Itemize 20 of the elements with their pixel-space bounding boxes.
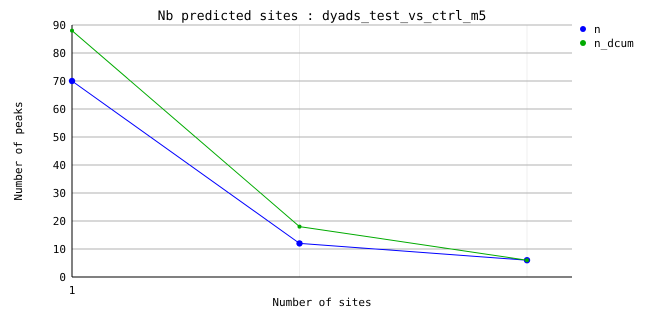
x-axis-title: Number of sites <box>272 296 372 309</box>
y-tick-label: 90 <box>52 19 66 32</box>
y-tick-label: 10 <box>52 243 66 256</box>
x-tick-label: 1 <box>68 284 76 297</box>
point <box>296 240 303 247</box>
point <box>298 224 302 229</box>
legend-label: n <box>594 23 601 36</box>
chart-title: Nb predicted sites : dyads_test_vs_ctrl_m5 <box>158 9 486 24</box>
y-tick-label: 70 <box>52 75 66 88</box>
point <box>70 28 74 33</box>
point <box>68 78 76 84</box>
y-tick-label: 0 <box>59 271 66 284</box>
y-tick-label: 40 <box>52 159 66 172</box>
y-axis-title: Number of peaks <box>12 101 25 201</box>
y-tick-label: 50 <box>52 131 66 144</box>
y-tick-label: 30 <box>52 187 66 200</box>
y-tick-label: 60 <box>52 103 66 116</box>
legend-label: n_dcum <box>594 37 634 50</box>
y-tick-label: 80 <box>52 47 66 60</box>
y-tick-label: 20 <box>52 215 66 228</box>
